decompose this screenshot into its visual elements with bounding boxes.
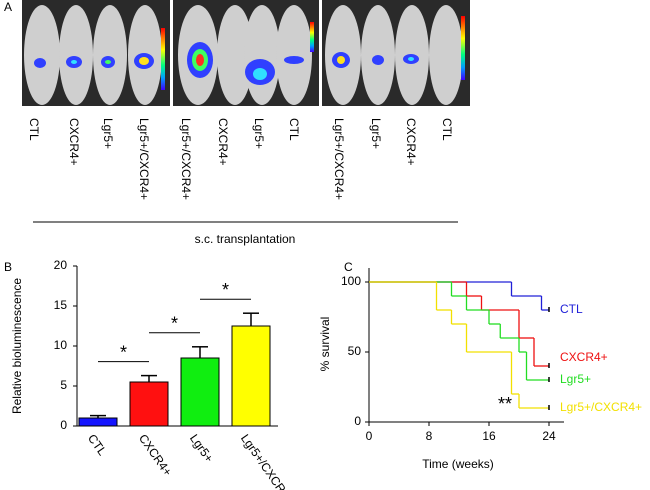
panel-label: A xyxy=(4,0,12,14)
y-tick-label: 10 xyxy=(54,338,68,352)
series-label: Lgr5+/CXCR4+ xyxy=(560,400,642,414)
sample-label: CTL xyxy=(440,118,454,141)
sample-label: CTL xyxy=(27,118,41,141)
y-tick-label: 20 xyxy=(54,258,68,272)
sample-label: CXCR4+ xyxy=(67,118,81,166)
bar xyxy=(129,381,169,427)
significance-mark: * xyxy=(171,314,178,334)
sample-label: Lgr5+/CXCR4+ xyxy=(179,118,193,200)
x-tick-label: CTL xyxy=(85,432,110,459)
bar xyxy=(78,417,118,427)
sample-label: Lgr5+/CXCR4+ xyxy=(332,118,346,200)
color-scale xyxy=(310,22,314,52)
x-tick-label: CXCR4+ xyxy=(136,432,175,479)
significance-mark: * xyxy=(222,280,229,300)
color-scale xyxy=(461,16,465,80)
y-axis-label: Relative bioluminescence xyxy=(10,278,24,414)
y-tick-label: 0 xyxy=(60,418,67,432)
x-axis-label: Time (weeks) xyxy=(422,457,494,471)
y-tick-label: 50 xyxy=(348,344,362,358)
series-label: CTL xyxy=(560,302,583,316)
y-tick-label: 100 xyxy=(341,274,361,288)
y-axis-label: % survival xyxy=(318,317,332,372)
x-tick-label: 0 xyxy=(366,429,373,443)
sample-label: CTL xyxy=(287,118,301,141)
series-label: Lgr5+ xyxy=(560,372,591,386)
bar xyxy=(180,357,220,427)
y-tick-label: 5 xyxy=(60,378,67,392)
imaging-panels xyxy=(22,0,470,106)
bar xyxy=(231,325,271,427)
sample-label: Lgr5+ xyxy=(101,118,115,149)
x-tick-label: Lgr5+ xyxy=(187,432,216,465)
sample-label: Lgr5+/CXCR4+ xyxy=(137,118,151,200)
signal-blobs xyxy=(34,42,419,85)
sample-label: CXCR4+ xyxy=(216,118,230,166)
x-tick-label: 8 xyxy=(426,429,433,443)
panel-label: B xyxy=(4,260,12,274)
panel-label: C xyxy=(344,260,353,274)
mice xyxy=(24,5,463,105)
caption: s.c. transplantation xyxy=(195,232,296,246)
x-tick-label: Lgr5+/CXCR4+ xyxy=(238,432,297,490)
significance-mark: * xyxy=(120,342,127,362)
y-tick-label: 15 xyxy=(54,298,68,312)
color-scale xyxy=(161,28,165,90)
significance-mark: ** xyxy=(498,394,512,414)
sample-label: Lgr5+ xyxy=(252,118,266,149)
series-label: CXCR4+ xyxy=(560,350,608,364)
x-tick-label: 16 xyxy=(482,429,496,443)
x-tick-label: 24 xyxy=(542,429,556,443)
y-tick-label: 0 xyxy=(354,414,361,428)
sample-label: CXCR4+ xyxy=(404,118,418,166)
sample-label: Lgr5+ xyxy=(369,118,383,149)
